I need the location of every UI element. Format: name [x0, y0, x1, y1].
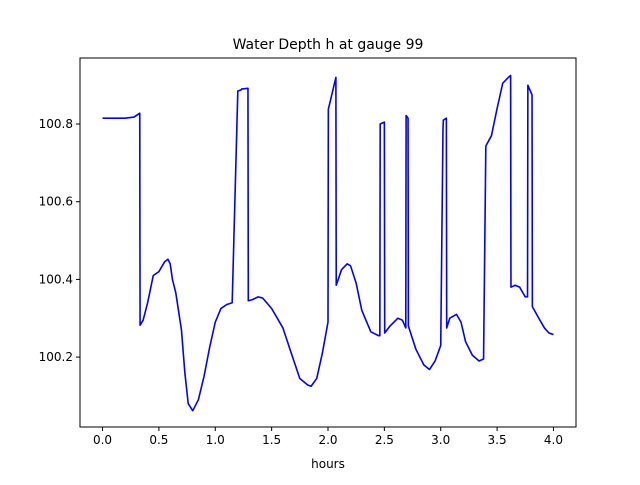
x-tick-label: 1.5 — [262, 433, 281, 447]
x-tick-label: 2.0 — [318, 433, 337, 447]
y-tick-label: 100.6 — [39, 195, 73, 209]
series-line-0 — [102, 74, 554, 412]
chart-title: Water Depth h at gauge 99 — [233, 37, 424, 53]
x-axis-label: hours — [311, 457, 345, 471]
x-tick-label: 0.5 — [149, 433, 168, 447]
data-layer — [102, 74, 554, 412]
y-tick-label: 100.2 — [39, 350, 73, 364]
y-tick-label: 100.8 — [39, 117, 73, 131]
x-axis: 0.0 0.5 1.0 1.5 2.0 2.5 3.0 3.5 4.0 — [93, 427, 563, 447]
x-tick-label: 2.5 — [375, 433, 394, 447]
x-tick-label: 1.0 — [206, 433, 225, 447]
x-tick-label: 0.0 — [93, 433, 112, 447]
y-tick-label: 100.4 — [39, 272, 73, 286]
y-axis: 100.2 100.4 100.6 100.8 — [39, 117, 80, 364]
x-tick-label: 4.0 — [544, 433, 563, 447]
x-tick-label: 3.5 — [488, 433, 507, 447]
x-tick-label: 3.0 — [431, 433, 450, 447]
